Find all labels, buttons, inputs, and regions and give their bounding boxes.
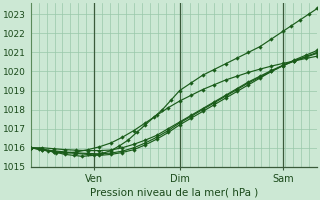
X-axis label: Pression niveau de la mer( hPa ): Pression niveau de la mer( hPa ) bbox=[90, 187, 258, 197]
